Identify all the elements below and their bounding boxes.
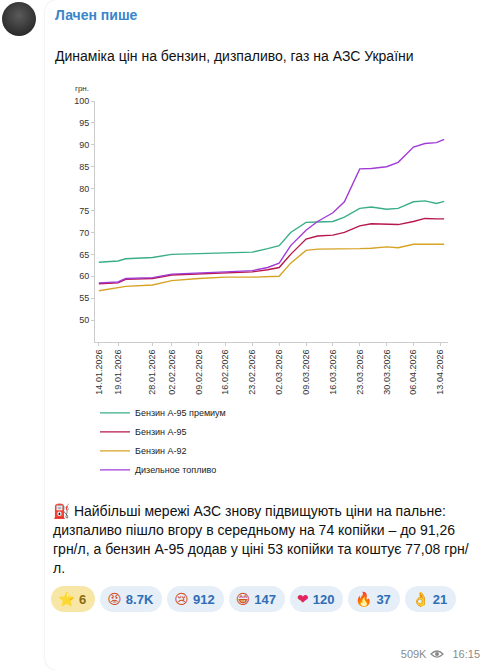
html-text:❤ 120: ❤ 120 <box>296 591 335 607</box>
svg-text:65: 65 <box>79 250 89 260</box>
svg-text:Бензин А-92: Бензин А-92 <box>135 446 187 456</box>
svg-text:Бензин А-95 премиум: Бензин А-95 премиум <box>135 408 226 418</box>
html-text:⭐ 6: ⭐ 6 <box>58 591 87 607</box>
svg-text:90: 90 <box>79 140 89 150</box>
html-text:Лачен пише: Лачен пише <box>55 7 138 23</box>
svg-text:Бензин А-95: Бензин А-95 <box>135 427 187 437</box>
html-text:😢 912: 😢 912 <box>174 591 215 607</box>
svg-text:Динаміка цін на бензин, дизпал: Динаміка цін на бензин, дизпаливо, газ н… <box>55 48 414 64</box>
svg-text:09.02.2026: 09.02.2026 <box>194 350 204 395</box>
svg-text:55: 55 <box>79 293 89 303</box>
html-text:⛽Найбільші мережі АЗС знову пі: ⛽Найбільші мережі АЗС знову підвищують ц… <box>53 503 469 576</box>
svg-text:09.03.2026: 09.03.2026 <box>301 350 311 395</box>
svg-text:60: 60 <box>79 271 89 281</box>
svg-text:28.01.2026: 28.01.2026 <box>147 350 157 395</box>
svg-text:13.04.2026: 13.04.2026 <box>435 350 445 395</box>
svg-text:85: 85 <box>79 162 89 172</box>
svg-text:75: 75 <box>79 206 89 216</box>
svg-text:80: 80 <box>79 184 89 194</box>
svg-text:02.03.2026: 02.03.2026 <box>274 350 284 395</box>
html-text:😁 147: 😁 147 <box>235 591 276 607</box>
svg-text:грн.: грн. <box>75 84 89 93</box>
svg-text:06.04.2026: 06.04.2026 <box>408 350 418 395</box>
html-text:👌 21: 👌 21 <box>411 591 448 607</box>
svg-text:95: 95 <box>79 118 89 128</box>
html-text:16:15: 16:15 <box>452 648 480 660</box>
html-text:😡 8.7K: 😡 8.7K <box>107 591 154 607</box>
svg-text:100: 100 <box>74 96 89 106</box>
html-text:509K: 509K <box>400 648 427 660</box>
svg-text:16.03.2026: 16.03.2026 <box>328 350 338 395</box>
svg-text:02.02.2026: 02.02.2026 <box>167 350 177 395</box>
svg-text:16.02.2026: 16.02.2026 <box>220 350 230 395</box>
svg-text:19.01.2026: 19.01.2026 <box>113 350 123 395</box>
svg-text:23.03.2026: 23.03.2026 <box>355 350 365 395</box>
svg-text:30.03.2026: 30.03.2026 <box>382 350 392 395</box>
svg-text:14.01.2026: 14.01.2026 <box>94 350 104 395</box>
svg-text:70: 70 <box>79 228 89 238</box>
svg-text:23.02.2026: 23.02.2026 <box>247 350 257 395</box>
svg-text:Дизельное топливо: Дизельное топливо <box>135 465 216 475</box>
html-text:🔥 37: 🔥 37 <box>355 591 391 607</box>
svg-text:50: 50 <box>79 315 89 325</box>
